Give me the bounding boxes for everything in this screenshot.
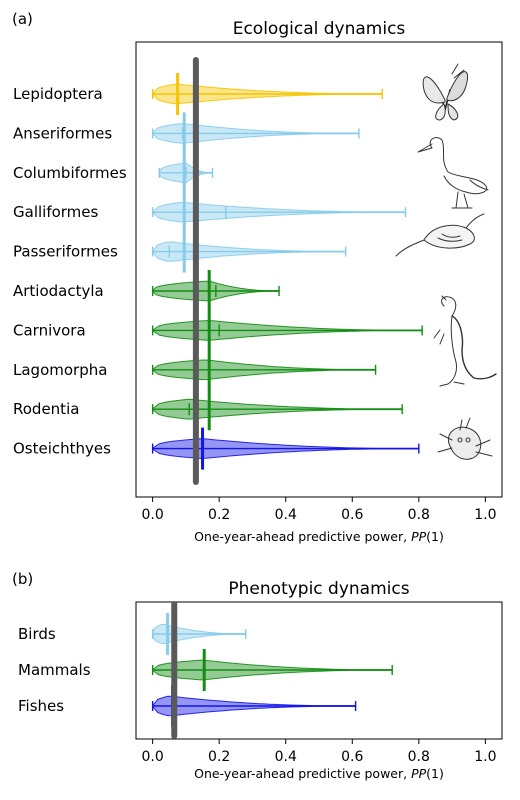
x-tick-label: 0.0 xyxy=(142,507,164,523)
heron-icon xyxy=(417,137,489,209)
violin-mammals xyxy=(151,659,393,681)
violin-lagomorpha xyxy=(151,359,377,381)
pheasant-icon xyxy=(395,213,485,257)
x-tick-label: 1.0 xyxy=(474,507,496,523)
plot-frame xyxy=(135,601,503,740)
x-tick-label: 0.6 xyxy=(341,507,363,523)
panel-b-xlabel-arg: (1) xyxy=(426,766,444,781)
category-label: Lagomorpha xyxy=(13,361,107,379)
panel-b-tag: (b) xyxy=(12,570,33,588)
x-tick-label: 0.8 xyxy=(408,507,430,523)
panel-a-tag: (a) xyxy=(12,10,33,28)
category-label: Lepidoptera xyxy=(13,85,103,103)
category-label: Mammals xyxy=(18,661,91,679)
x-tick-label: 0.0 xyxy=(142,749,164,765)
violin-galliformes xyxy=(151,201,407,223)
butterfly-icon xyxy=(422,63,469,121)
panel-b-plot: 0.0 0.2 0.4 0.6 0.8 1.0 Birds Mammals Fishes xyxy=(18,601,503,765)
category-label: Galliformes xyxy=(13,203,99,221)
category-label: Columbiformes xyxy=(13,164,127,182)
category-label: Osteichthyes xyxy=(13,440,111,458)
panel-a-xlabel: One-year-ahead predictive power, PP(1) xyxy=(194,529,444,544)
violin-anseriformes xyxy=(151,122,360,144)
violin-columbiformes xyxy=(158,162,214,184)
panel-a-xlabel-arg: (1) xyxy=(426,529,444,544)
violin-fishes xyxy=(151,695,357,717)
panel-b-xlabel-text: One-year-ahead predictive power, xyxy=(194,766,407,781)
violin-lepidoptera xyxy=(151,83,383,105)
violin-osteichthyes xyxy=(151,438,420,459)
category-label: Carnivora xyxy=(13,321,86,339)
panel-b-xlabel: One-year-ahead predictive power, PP(1) xyxy=(194,766,444,781)
category-label: Passeriformes xyxy=(13,243,118,261)
plot-frame xyxy=(135,41,503,498)
panel-a-xlabel-text: One-year-ahead predictive power, xyxy=(194,529,407,544)
x-tick-label: 0.6 xyxy=(341,749,363,765)
x-tick-label: 0.2 xyxy=(208,749,230,765)
violin-rodentia xyxy=(151,398,403,420)
violin-carnivora xyxy=(151,320,423,341)
x-tick-label: 0.2 xyxy=(208,507,230,523)
category-label: Anseriformes xyxy=(13,124,112,142)
weasel-icon xyxy=(433,295,497,387)
panel-a-plot: 0.0 0.2 0.4 0.6 0.8 1.0 Lepidoptera Anseriforme… xyxy=(13,41,503,523)
panel-b-xlabel-symbol: PP xyxy=(411,766,427,781)
panel-a-title: Ecological dynamics xyxy=(233,19,406,39)
category-label: Birds xyxy=(18,625,56,643)
x-tick-label: 0.4 xyxy=(275,507,297,523)
violin-passeriformes xyxy=(151,241,347,262)
x-tick-label: 1.0 xyxy=(474,749,496,765)
category-label: Rodentia xyxy=(13,400,79,418)
x-tick-label: 0.8 xyxy=(408,749,430,765)
category-label: Fishes xyxy=(18,697,64,715)
panel-a-xlabel-symbol: PP xyxy=(411,529,427,544)
fish-icon xyxy=(437,417,493,460)
x-tick-label: 0.4 xyxy=(275,749,297,765)
category-label: Artiodactyla xyxy=(13,282,104,300)
panel-b-title: Phenotypic dynamics xyxy=(228,579,409,599)
violin-artiodactyla xyxy=(151,280,280,302)
